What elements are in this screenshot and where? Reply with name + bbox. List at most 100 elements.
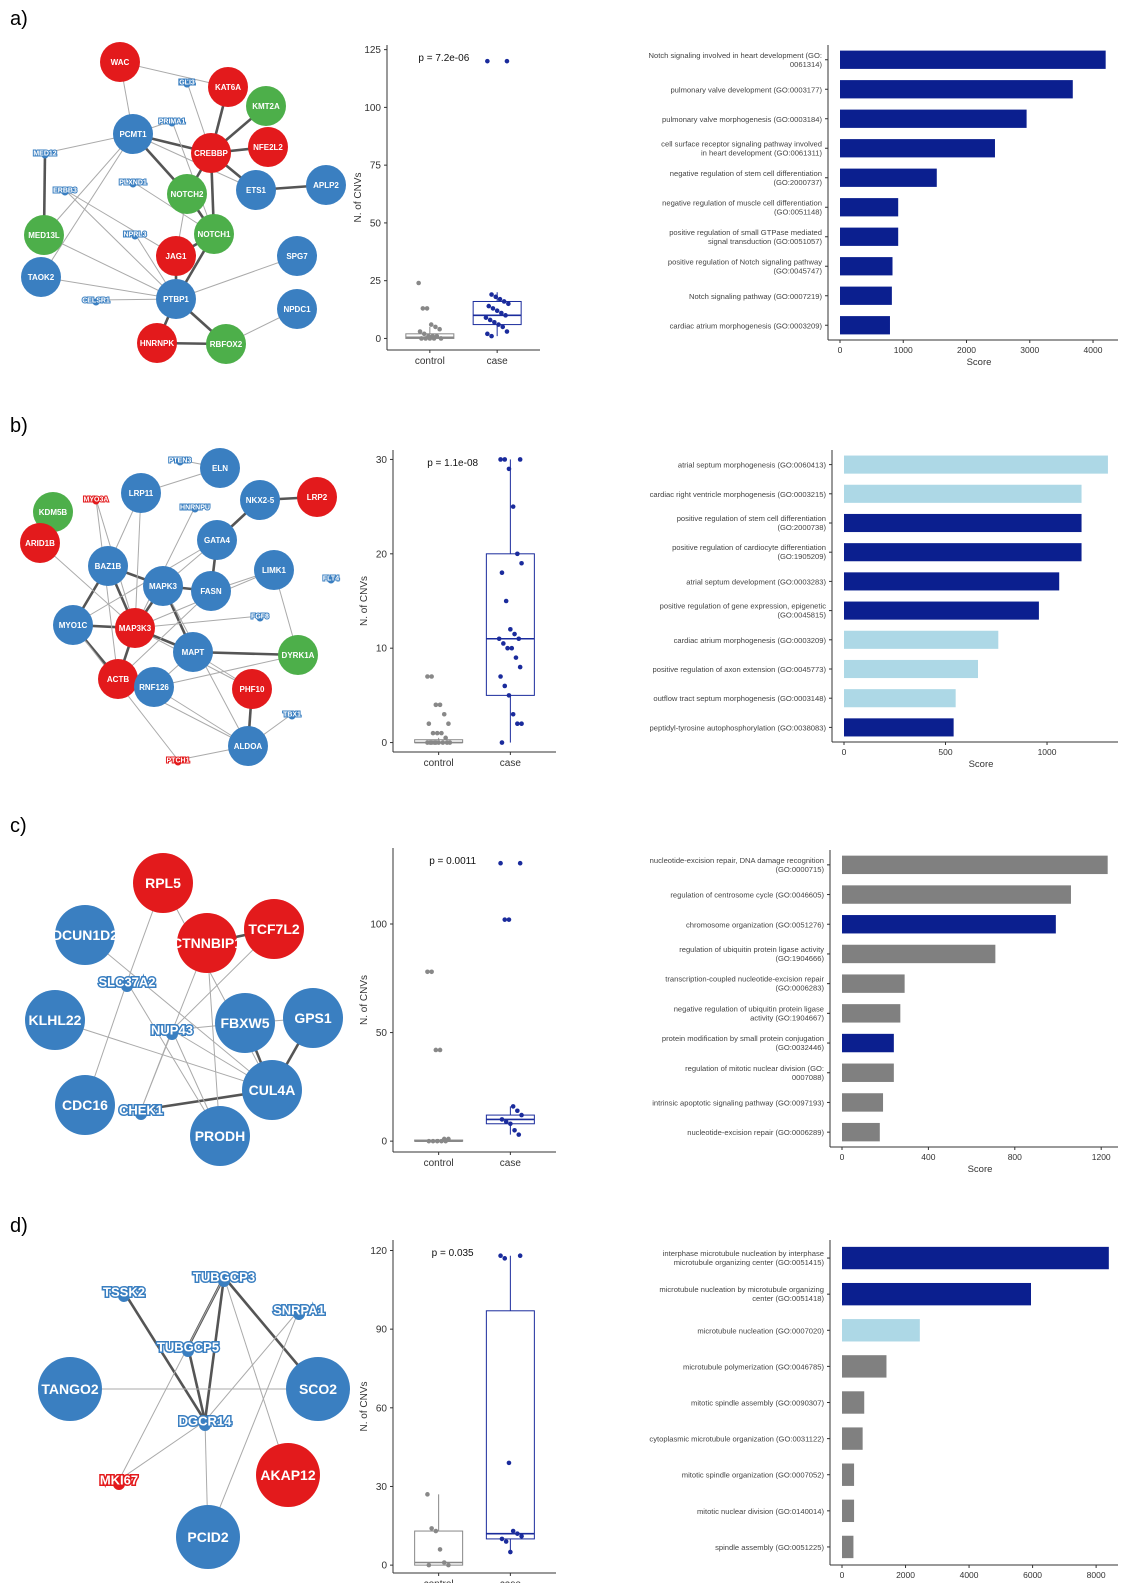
network-edge <box>43 133 134 236</box>
boxplot-point <box>498 860 503 866</box>
network-node-label: NOTCH2 <box>171 190 204 199</box>
network-node-label: GPS1 <box>294 1010 332 1026</box>
network-node-klhl22 <box>25 990 85 1050</box>
boxplot-point <box>515 1108 520 1114</box>
network-node-label: CTNNBIP1 <box>172 935 242 951</box>
boxplot-point <box>444 740 450 745</box>
barchart-category-label: cardiac atrium morphogenesis (GO:0003209… <box>674 636 827 645</box>
boxplot-point <box>433 740 439 745</box>
boxplot-point <box>489 333 494 339</box>
network-node-label: NKX2-5 <box>246 496 275 505</box>
boxplot-point <box>498 457 503 462</box>
network-node-ptbp1 <box>156 279 196 319</box>
network-node-ctnnbip1 <box>177 913 237 973</box>
barchart-category-label: atrial septum development (GO:0003283) <box>686 577 826 586</box>
barchart-x-label: Score <box>968 1164 993 1175</box>
boxplot-point <box>434 730 440 736</box>
network-node-label: BAZ1B <box>95 562 122 571</box>
boxplot-point <box>485 58 490 64</box>
barchart-bar <box>842 1282 1031 1306</box>
network-node-label: KAT6A <box>215 83 241 92</box>
network-node-tango2 <box>38 1357 102 1421</box>
network-node-actb <box>98 659 138 699</box>
network-node-label: LRP2 <box>307 493 328 502</box>
network-node-label: APLP2 <box>313 181 339 190</box>
boxplot-point <box>433 1047 439 1053</box>
network-node-label: KMT2A <box>252 102 280 111</box>
network-edge <box>118 1420 206 1481</box>
barchart-x-label: Score <box>969 759 994 770</box>
boxplot-point <box>499 570 505 575</box>
boxplot-point <box>499 1117 505 1122</box>
network-node-ets1 <box>236 170 276 210</box>
network-node-label: PTBP1 <box>163 295 189 304</box>
network-node-nup43 <box>166 1028 178 1040</box>
barchart-bar <box>840 198 899 217</box>
boxplot-point <box>443 735 448 741</box>
boxplot-point <box>502 917 508 922</box>
barchart-category-label: Notch signaling involved in heart develo… <box>649 51 823 69</box>
barchart-bar <box>842 1033 894 1053</box>
boxplot-point <box>433 702 439 708</box>
boxplot-point <box>505 645 510 651</box>
barchart-x-tick-label: 800 <box>1008 1152 1022 1162</box>
barchart-category-label: transcription-coupled nucleotide-excisio… <box>665 975 824 993</box>
barchart-category-label: chromosome organization (GO:0051276) <box>686 920 824 929</box>
panel-label-b: b) <box>10 415 28 437</box>
barchart-bar <box>842 944 996 964</box>
network-node-mapk3 <box>143 566 183 606</box>
boxplot-point <box>493 294 499 300</box>
network-node-label: MAPT <box>182 648 205 657</box>
boxplot-x-tick-label: case <box>500 758 522 769</box>
boxplot-y-tick-label: 120 <box>370 1246 387 1257</box>
network-edge <box>122 1291 207 1422</box>
barchart-bar <box>840 80 1073 99</box>
network-edge <box>204 1309 300 1422</box>
network-node-myo3a <box>92 497 100 505</box>
network-node-label: TCF7L2 <box>248 921 300 937</box>
boxplot-y-tick-label: 100 <box>370 920 387 931</box>
boxplot-point <box>485 331 490 337</box>
barchart-category-label: intrinsic apoptotic signaling pathway (G… <box>652 1098 824 1107</box>
network-node-myo1c <box>53 605 93 645</box>
network-edge <box>40 133 134 278</box>
boxplot-point <box>516 1132 522 1137</box>
barchart-bar <box>842 1499 855 1523</box>
network-node-baz1b <box>88 546 128 586</box>
network-edge <box>203 1276 226 1422</box>
boxplot-point <box>504 58 510 64</box>
network-edge <box>117 590 212 680</box>
barchart-bar <box>844 484 1082 503</box>
network-node-dcun1d2 <box>55 905 115 965</box>
network-node-map3k3 <box>115 608 155 648</box>
network-node-label: TUBGCP5 <box>157 1340 219 1355</box>
boxplot-point <box>430 1138 436 1144</box>
network-node-pcmt1 <box>113 114 153 154</box>
barchart-x-tick-label: 2000 <box>957 345 976 355</box>
network-edge <box>118 1276 225 1481</box>
boxplot-point <box>512 631 517 637</box>
network-node-dyrk1a <box>278 635 318 675</box>
network-node-taok2 <box>21 257 61 297</box>
boxplot-point <box>425 969 430 975</box>
boxplot-point <box>487 317 493 323</box>
network-node-label: DCUN1D2 <box>52 927 118 943</box>
network-node-label: PTEN3 <box>169 457 192 464</box>
boxplot-x-tick-label: case <box>500 1158 522 1169</box>
boxplot-y-tick-label: 30 <box>376 455 388 466</box>
boxplot-pvalue: p = 1.1e-08 <box>427 458 478 469</box>
boxplot-point <box>494 308 500 314</box>
barchart-x-tick-label: 6000 <box>1023 1570 1042 1580</box>
boxplot-point <box>506 693 512 698</box>
boxplot-box <box>472 300 522 326</box>
boxplot-point <box>519 1112 524 1118</box>
boxplot-point <box>502 1256 508 1261</box>
network-node-notch1 <box>194 214 234 254</box>
network-node-label: NPRL3 <box>124 231 147 238</box>
boxplot-point <box>441 711 447 717</box>
network-edge <box>153 654 299 688</box>
boxplot-pvalue: p = 7.2e-06 <box>418 53 469 64</box>
boxplot-point <box>429 740 434 745</box>
boxplot-point <box>429 674 434 679</box>
barchart-bar <box>844 630 999 649</box>
